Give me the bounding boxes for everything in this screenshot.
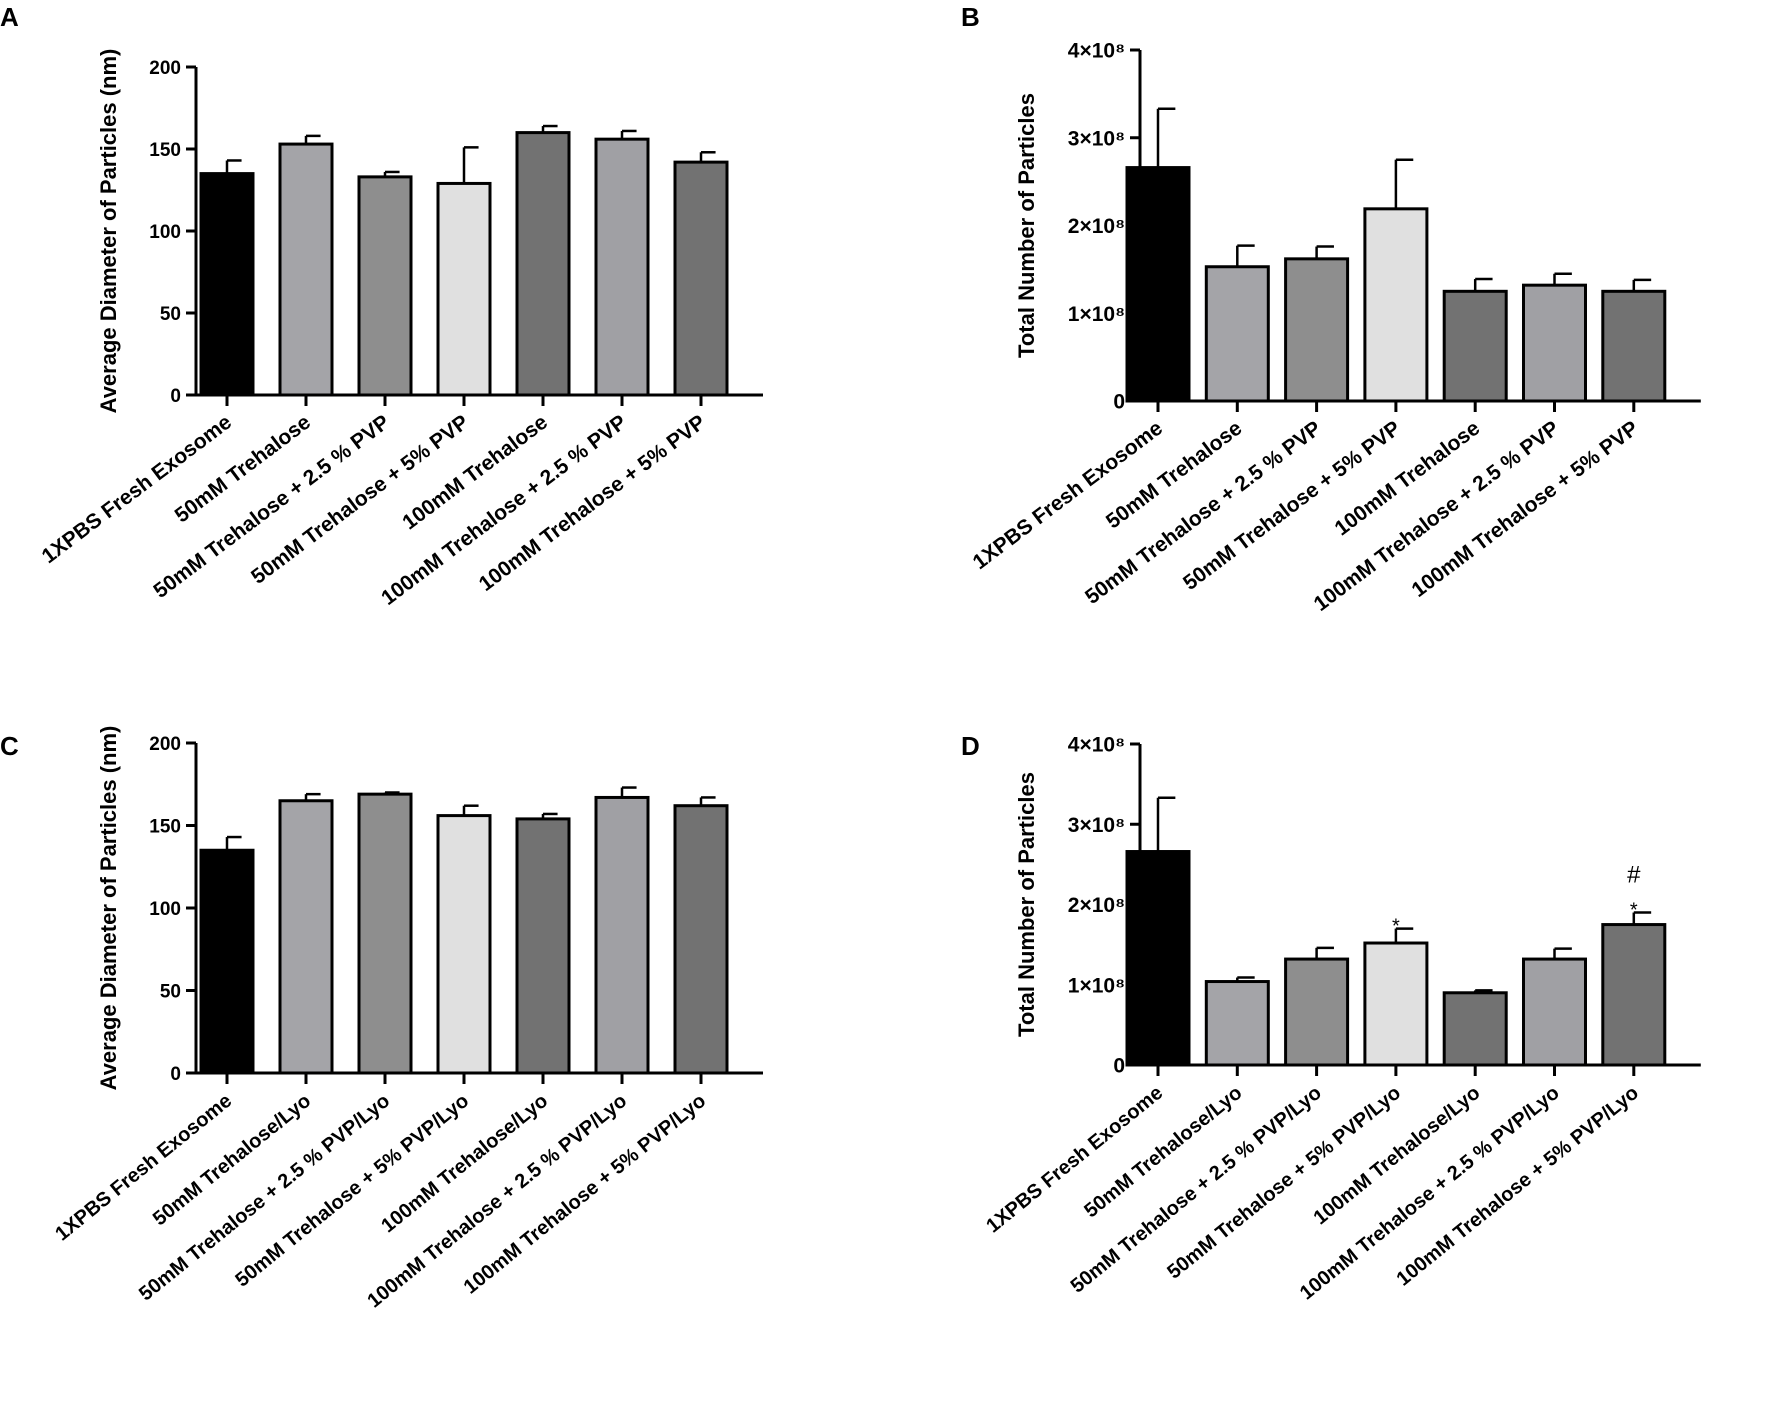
bar xyxy=(1522,957,1587,1067)
y-tick-label: 150 xyxy=(149,140,181,161)
bar xyxy=(673,804,729,1075)
bar xyxy=(199,172,255,397)
y-tick-label: 0 xyxy=(1113,1055,1125,1078)
y-tick-label: 1×10⁸ xyxy=(1068,974,1125,997)
panel-b: B 0 1×10⁸ 2×10⁸ 3×10⁸ 4×10⁸ Total Number of P… xyxy=(961,2,1701,616)
bar xyxy=(199,848,255,1075)
y-tick-label: 150 xyxy=(149,816,181,837)
bar xyxy=(1284,257,1350,403)
bar xyxy=(515,817,571,1075)
bar xyxy=(594,795,650,1075)
chart-b: 0 1×10⁸ 2×10⁸ 3×10⁸ 4×10⁸ Total Number of Par… xyxy=(969,40,1701,616)
bar xyxy=(1125,166,1191,403)
panel-c-label: C xyxy=(0,731,19,761)
y-tick-label: 50 xyxy=(160,304,181,325)
y-tick-label: 0 xyxy=(1113,391,1125,414)
panel-d: D 0 1×10⁸ 2×10⁸ 3×10⁸ 4×10⁸ Total Number of P… xyxy=(961,731,1701,1304)
y-tick-label: 1×10⁸ xyxy=(1068,303,1125,326)
bar xyxy=(673,160,729,397)
panel-b-label: B xyxy=(961,2,980,32)
category-label: 100mM Trehalose xyxy=(398,411,552,535)
bar xyxy=(357,792,413,1075)
panel-c: C 0 50 100 150 200 Average Diameter of Partic… xyxy=(0,726,763,1312)
bar xyxy=(1363,207,1429,403)
bar xyxy=(278,142,334,397)
y-tick-label: 0 xyxy=(170,386,181,407)
y-tick-label: 3×10⁸ xyxy=(1068,127,1125,150)
y-axis-label: Average Diameter of Particles (nm) xyxy=(96,726,121,1091)
bar xyxy=(436,181,492,397)
y-tick-label: 200 xyxy=(149,734,181,755)
bar xyxy=(515,131,571,397)
panel-a: A 0 50 100 150 200 Average Diameter of Partic… xyxy=(0,2,763,610)
y-tick-label: 100 xyxy=(149,222,181,243)
bar xyxy=(357,175,413,397)
category-label: 50mM Trehalose xyxy=(1102,417,1246,534)
significance-marker: # xyxy=(1627,862,1641,889)
chart-c: 0 50 100 150 200 Average Diameter of Particle… xyxy=(51,726,763,1312)
y-tick-label: 2×10⁸ xyxy=(1068,215,1125,238)
bar xyxy=(1204,980,1270,1067)
significance-marker: * xyxy=(1630,900,1638,922)
y-axis-label: Total Number of Particles xyxy=(1014,772,1039,1037)
bar xyxy=(1601,923,1667,1067)
bar xyxy=(1363,941,1429,1067)
category-label: 100mM Trehalose xyxy=(1331,417,1485,541)
y-tick-label: 200 xyxy=(149,58,181,79)
bar xyxy=(594,137,650,397)
bar xyxy=(436,814,492,1075)
bar xyxy=(278,799,334,1075)
y-tick-label: 4×10⁸ xyxy=(1068,734,1125,757)
bar xyxy=(1442,289,1508,403)
chart-d: 0 1×10⁸ 2×10⁸ 3×10⁸ 4×10⁸ Total Number of Par… xyxy=(982,734,1701,1304)
bar xyxy=(1442,991,1508,1067)
y-axis-label: Average Diameter of Particles (nm) xyxy=(96,49,121,414)
bar xyxy=(1284,957,1350,1067)
y-tick-label: 3×10⁸ xyxy=(1068,814,1125,837)
y-tick-label: 0 xyxy=(170,1064,181,1085)
y-tick-label: 4×10⁸ xyxy=(1068,40,1125,63)
chart-a: 0 50 100 150 200 Average Diameter of Particle… xyxy=(38,49,763,610)
y-tick-label: 50 xyxy=(160,981,181,1002)
bar xyxy=(1522,283,1587,403)
panel-d-label: D xyxy=(961,731,980,761)
bar xyxy=(1125,850,1191,1067)
bar xyxy=(1204,265,1270,403)
category-label: 50mM Trehalose xyxy=(171,411,315,528)
panel-a-label: A xyxy=(0,2,19,32)
significance-marker: * xyxy=(1392,916,1400,938)
y-tick-label: 100 xyxy=(149,899,181,920)
bar xyxy=(1601,289,1667,403)
y-axis-label: Total Number of Particles xyxy=(1014,93,1039,358)
y-tick-label: 2×10⁸ xyxy=(1068,894,1125,917)
